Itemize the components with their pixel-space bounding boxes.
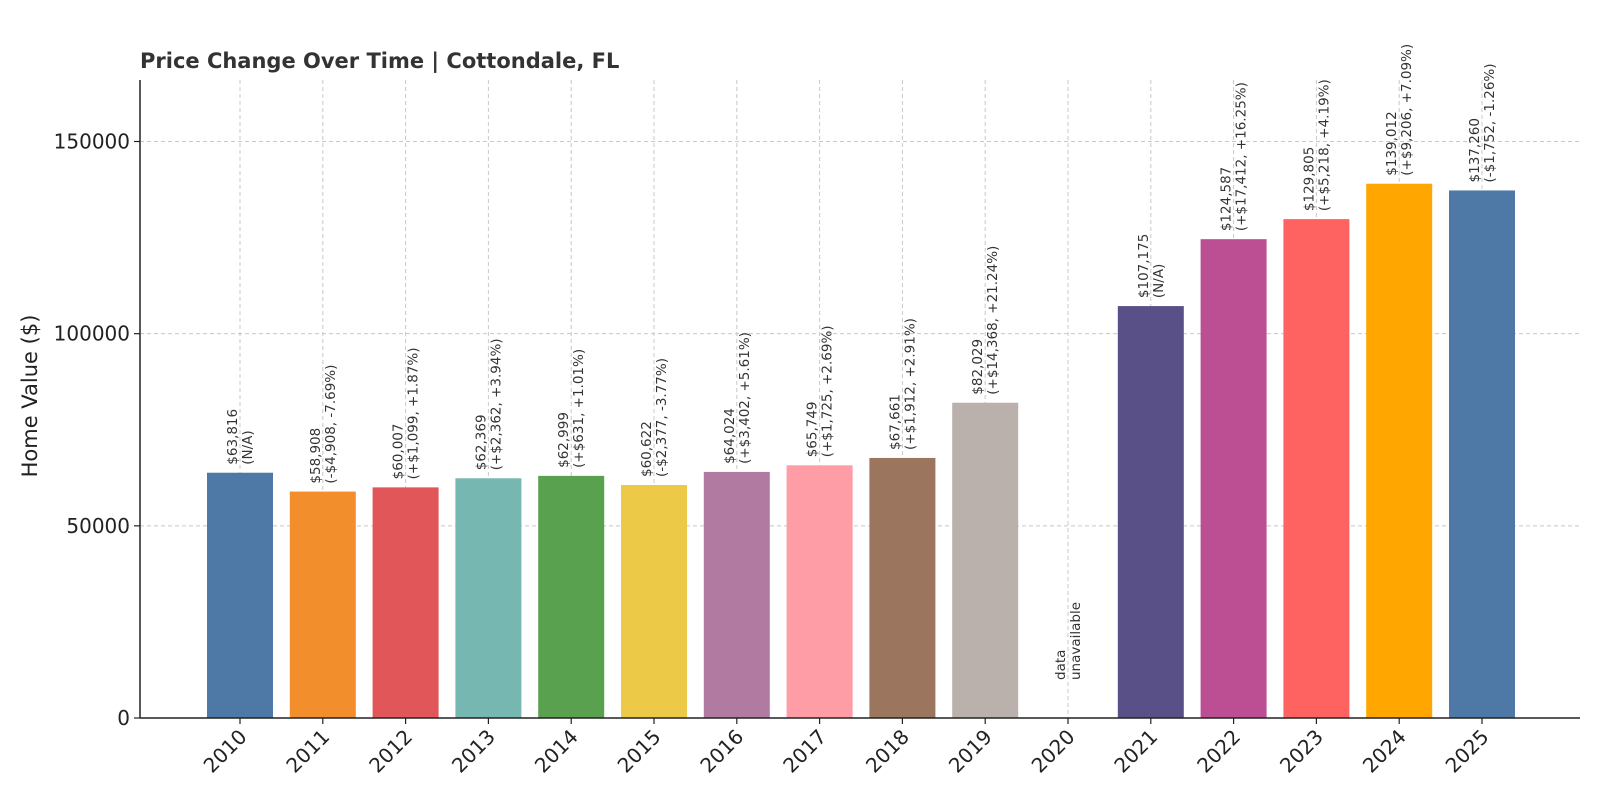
bar-labels: $63,816 (N/A) $58,908 (-$4,908, -7.69%) $60,… — [225, 44, 1498, 680]
bar-2018 — [869, 457, 936, 718]
y-axis-label: Home Value ($) — [18, 315, 42, 478]
bar-2019 — [952, 402, 1019, 718]
bar-label-group: $58,908 (-$4,908, -7.69%) — [308, 365, 339, 484]
bar-label-group: $129,805 (+$5,218, +4.19%) — [1301, 79, 1332, 211]
bar-2017 — [786, 465, 853, 718]
bar-2025 — [1449, 190, 1515, 718]
bar-label-group: $82,029 (+$14,368, +21.24%) — [970, 246, 1001, 395]
bar-change-label: (+$2,362, +3.94%) — [488, 338, 504, 470]
x-tick-label: 2025 — [1441, 725, 1494, 778]
bar-change-label: (N/A) — [1151, 264, 1167, 298]
bar-value-label: $60,622 — [639, 421, 655, 477]
y-tick-label: 50000 — [66, 514, 130, 538]
bar-label-group: $63,816 (N/A) — [225, 409, 256, 465]
bar-label-group: $67,661 (+$1,912, +2.91%) — [887, 318, 918, 450]
bar-2022 — [1200, 239, 1267, 718]
bar-change-label: (+$1,099, +1.87%) — [406, 347, 422, 479]
bar-label-group: $60,007 (+$1,099, +1.87%) — [391, 347, 422, 479]
bar-2012 — [372, 487, 439, 718]
x-tick-label: 2018 — [861, 725, 914, 778]
bar-value-label: $129,805 — [1301, 147, 1317, 211]
bar-value-label: $65,749 — [805, 401, 821, 457]
bar-change-label: (N/A) — [240, 430, 256, 464]
bar-change-label: (+$3,402, +5.61%) — [737, 332, 753, 464]
bar-2011 — [289, 491, 356, 718]
bar-change-label: unavailable — [1068, 602, 1084, 680]
bar-label-group: $137,260 (-$1,752, -1.26%) — [1467, 63, 1498, 182]
bar-label-group: $124,587 (+$17,412, +16.25%) — [1219, 82, 1250, 231]
bar-change-label: (+$1,725, +2.69%) — [820, 325, 836, 457]
y-tick-label: 150000 — [54, 129, 130, 153]
bar-label-group: $107,175 (N/A) — [1136, 234, 1167, 298]
bar-value-label: $63,816 — [225, 409, 241, 465]
bar-label-group: $65,749 (+$1,725, +2.69%) — [805, 325, 836, 457]
x-tick-label: 2012 — [364, 725, 417, 778]
bar-change-label: (+$631, +1.01%) — [571, 349, 587, 468]
x-tick-label: 2023 — [1275, 725, 1328, 778]
bar-change-label: (+$17,412, +16.25%) — [1234, 82, 1250, 231]
x-tick-label: 2010 — [199, 725, 252, 778]
x-tick-label: 2020 — [1027, 725, 1080, 778]
bar-value-label: $124,587 — [1219, 167, 1235, 231]
bar-value-label: $82,029 — [970, 339, 986, 395]
bar-2021 — [1117, 306, 1184, 718]
bar-label-group: $60,622 (-$2,377, -3.77%) — [639, 358, 670, 477]
y-tick-label: 0 — [117, 706, 130, 730]
bar-value-label: $60,007 — [391, 424, 407, 480]
bar-value-label: data — [1053, 650, 1069, 680]
x-tick-label: 2014 — [530, 725, 583, 778]
bar-2016 — [703, 471, 770, 718]
x-tick-label: 2016 — [695, 725, 748, 778]
bar-label-group: data unavailable — [1053, 602, 1084, 680]
bar-label-group: $139,012 (+$9,206, +7.09%) — [1384, 44, 1415, 176]
bar-2014 — [538, 475, 605, 718]
bar-2024 — [1366, 183, 1433, 718]
bar-value-label: $62,999 — [556, 412, 572, 468]
bar-value-label: $137,260 — [1467, 118, 1483, 182]
bar-change-label: (+$5,218, +4.19%) — [1316, 79, 1332, 211]
x-axis: 2010 2011 2012 2013 2014 2015 2016 2017 2018 2019… — [140, 717, 1580, 778]
bar-value-label: $139,012 — [1384, 111, 1400, 175]
bar-change-label: (+$1,912, +2.91%) — [902, 318, 918, 450]
x-tick-label: 2022 — [1192, 725, 1245, 778]
y-tick-label: 100000 — [54, 322, 130, 346]
bar-2013 — [455, 478, 522, 718]
bar-change-label: (-$2,377, -3.77%) — [654, 358, 670, 477]
grid — [140, 80, 1580, 718]
bar-change-label: (-$4,908, -7.69%) — [323, 365, 339, 484]
bar-change-label: (-$1,752, -1.26%) — [1482, 63, 1498, 182]
bar-change-label: (+$9,206, +7.09%) — [1399, 44, 1415, 176]
bar-change-label: (+$14,368, +21.24%) — [985, 246, 1001, 395]
chart-title: Price Change Over Time | Cottondale, FL — [140, 49, 619, 74]
y-axis: 0 50000 100000 150000 — [54, 80, 141, 730]
bar-label-group: $62,369 (+$2,362, +3.94%) — [473, 338, 504, 470]
bar-2010 — [207, 472, 273, 718]
x-tick-label: 2011 — [281, 725, 334, 778]
bar-value-label: $107,175 — [1136, 234, 1152, 298]
x-tick-label: 2021 — [1109, 725, 1162, 778]
bar-label-group: $62,999 (+$631, +1.01%) — [556, 349, 587, 468]
bars — [207, 183, 1515, 718]
x-tick-label: 2013 — [447, 725, 500, 778]
x-tick-label: 2017 — [778, 725, 831, 778]
x-tick-label: 2019 — [944, 725, 997, 778]
bar-value-label: $64,024 — [722, 408, 738, 464]
bar-2015 — [621, 485, 687, 718]
bar-value-label: $67,661 — [887, 394, 903, 450]
x-tick-label: 2024 — [1358, 725, 1411, 778]
bar-2023 — [1283, 219, 1350, 718]
bar-value-label: $62,369 — [473, 414, 489, 470]
bar-label-group: $64,024 (+$3,402, +5.61%) — [722, 332, 753, 464]
bar-value-label: $58,908 — [308, 428, 324, 484]
x-tick-label: 2015 — [613, 725, 666, 778]
